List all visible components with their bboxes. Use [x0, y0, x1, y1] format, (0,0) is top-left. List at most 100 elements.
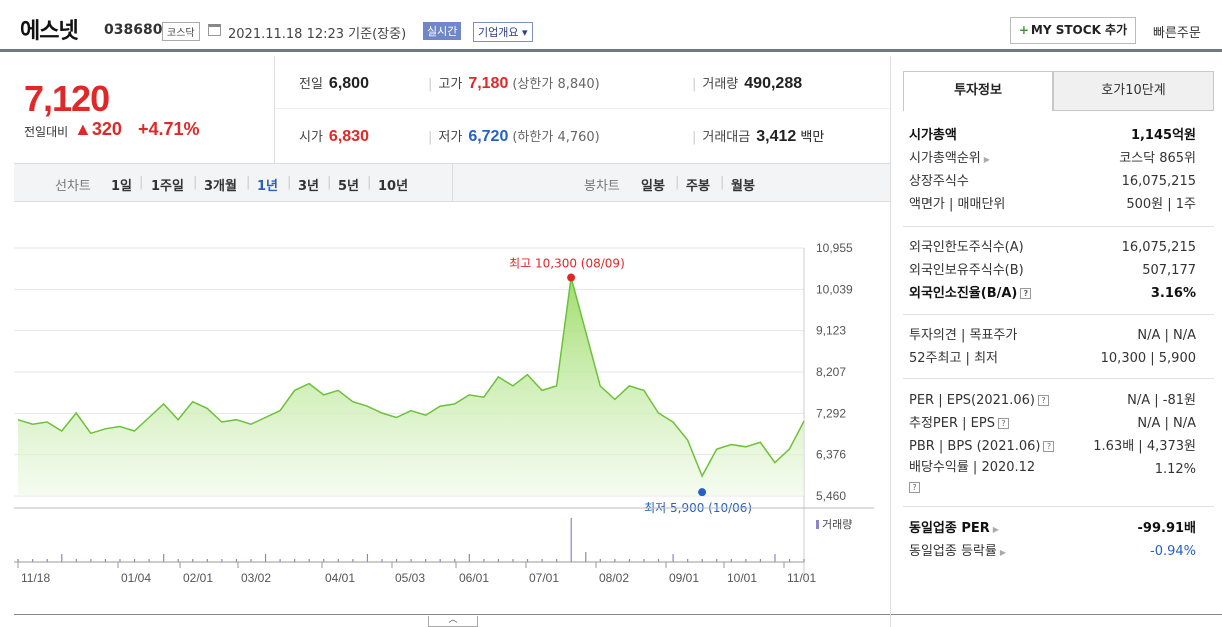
valuation-row: PBR | BPS (2021.06)? 1.63배 | 4,373원	[909, 435, 1196, 458]
y-tick-label: 6,376	[816, 448, 846, 462]
invest-value: 1,145억원	[1130, 128, 1196, 143]
volume-bar	[90, 559, 92, 562]
invest-row: 시가총액순위 ▶ 코스닥 865위	[909, 147, 1196, 170]
foreign-value: 3.16%	[1150, 286, 1196, 301]
y-tick-label: 10,039	[816, 282, 853, 296]
invest-label: 시가총액순위 ▶	[909, 151, 990, 166]
volume-bar	[483, 559, 485, 562]
company-overview-dropdown[interactable]: 기업개요 ▾	[473, 22, 533, 42]
period-3m[interactable]: 3개월	[204, 179, 237, 194]
volume-bar	[323, 559, 325, 562]
volume-bar	[672, 554, 674, 562]
candle-weekly[interactable]: 주봉	[686, 179, 710, 194]
volume-bar	[745, 559, 747, 562]
volume-bar	[192, 559, 194, 562]
help-icon[interactable]: ?	[909, 482, 920, 493]
volume-bar	[643, 559, 645, 562]
price-chart[interactable]: 10,955 10,039 9,123 8,207 7,292 6,376 5,460 최고 …	[14, 236, 874, 596]
chevron-up-icon: ︿	[448, 615, 458, 625]
high-label: 최고 10,300 (08/09)	[509, 257, 625, 271]
volume-bar	[352, 559, 354, 562]
volume-bar	[250, 559, 252, 562]
volume-bar	[177, 559, 179, 562]
tab-invest-info[interactable]: 투자정보	[903, 71, 1053, 111]
volume-bar	[294, 559, 296, 562]
industry-label: 동일업종 PER ▶	[909, 521, 999, 536]
prev-close: 전일 6,800	[299, 75, 369, 92]
price-summary: 7,120 전일대비 ▲320 +4.71% 전일 6,800 | 고가 7,180(…	[14, 56, 890, 164]
help-icon[interactable]: ?	[1037, 395, 1049, 406]
period-5y[interactable]: 5년	[338, 179, 360, 194]
volume-bar	[541, 559, 543, 562]
candle-daily[interactable]: 일봉	[641, 179, 665, 194]
volume-bar	[366, 554, 369, 562]
industry-group: 동일업종 PER ▶ -99.91배 동일업종 등락률 ▶ -0.94%	[909, 517, 1196, 563]
volume-bar	[308, 559, 310, 562]
invest-row: 액면가 | 매매단위 500원 | 1주	[909, 193, 1196, 216]
foreign-row: 외국인소진율(B/A)? 3.16%	[909, 282, 1196, 305]
market-badge: 코스닥	[162, 22, 200, 41]
volume-bar	[497, 559, 500, 562]
volume-bar	[32, 559, 34, 562]
volume-bar	[788, 559, 791, 562]
volume-bar	[163, 554, 165, 562]
volume-bar	[585, 552, 587, 562]
volume-bar	[803, 559, 805, 562]
y-tick-label: 7,292	[816, 406, 846, 420]
foreign-value: 507,177	[1142, 263, 1196, 278]
volume-bar	[468, 554, 470, 562]
volume-bar	[759, 559, 762, 562]
period-1w[interactable]: 1주일	[151, 179, 184, 194]
volume-bar	[614, 559, 616, 562]
x-tick-label: 01/04	[121, 571, 151, 585]
volume-bar	[235, 559, 238, 562]
volume-bar	[454, 559, 456, 562]
invest-value: 500원 | 1주	[1126, 197, 1196, 212]
candle-monthly[interactable]: 월봉	[731, 179, 755, 194]
help-icon[interactable]: ?	[1043, 441, 1055, 452]
price-change: ▲320	[74, 119, 122, 139]
tab-order-book[interactable]: 호가10단계	[1053, 71, 1214, 111]
invest-label: 상장주식수	[909, 174, 969, 189]
add-my-stock-button[interactable]: + MY STOCK 추가	[1010, 17, 1136, 44]
valuation-label: 추정PER | EPS?	[909, 412, 1009, 435]
foreign-label: 외국인한도주식수(A)	[909, 240, 1024, 255]
collapse-toggle[interactable]: ︿	[428, 616, 478, 627]
quote-time: 2021.11.18 12:23 기준(장중)	[228, 27, 407, 42]
realtime-button[interactable]: 실시간	[423, 22, 462, 40]
x-tick-label: 11/18	[21, 571, 50, 585]
volume-bar	[657, 559, 660, 562]
volume-bar	[774, 554, 776, 562]
opinion-value: 10,300 | 5,900	[1100, 351, 1196, 366]
stock-header: 에스넷 038680 코스닥 2021.11.18 12:23 기준(장중) 실…	[0, 0, 1222, 52]
x-tick-label: 05/03	[395, 571, 425, 585]
valuation-row: 배당수익률 | 2020.12? 1.12%	[909, 458, 1196, 493]
x-tick-label: 07/01	[529, 571, 559, 585]
period-3y[interactable]: 3년	[298, 179, 320, 194]
invest-row: 상장주식수 16,075,215	[909, 170, 1196, 193]
volume-bar	[148, 559, 150, 562]
industry-value: -0.94%	[1150, 544, 1196, 559]
period-1y[interactable]: 1년	[257, 179, 279, 194]
open-price: 시가 6,830	[299, 128, 369, 145]
industry-row: 동일업종 등락률 ▶ -0.94%	[909, 540, 1196, 563]
help-icon[interactable]: ?	[1020, 288, 1032, 299]
line-chart-label: 선차트	[55, 179, 91, 194]
period-10y[interactable]: 10년	[378, 179, 409, 194]
period-1d[interactable]: 1일	[111, 179, 133, 194]
arrow-right-icon[interactable]: ▶	[983, 155, 990, 164]
volume-bar	[556, 559, 558, 562]
candle-chart-label: 봉차트	[584, 179, 620, 194]
volume-bar	[716, 559, 718, 562]
valuation-group: PER | EPS(2021.06)? N/A | -81원 추정PER | EPS…	[909, 389, 1196, 493]
invest-group: 시가총액 1,145억원 시가총액순위 ▶ 코스닥 865위 상장주식수 16,075,21…	[909, 124, 1196, 216]
quick-order-link[interactable]: 빠른주문	[1153, 26, 1201, 41]
foreign-row: 외국인한도주식수(A) 16,075,215	[909, 236, 1196, 259]
chevron-down-icon: ▾	[521, 26, 528, 39]
help-icon[interactable]: ?	[997, 418, 1009, 429]
volume-bar	[570, 518, 572, 562]
arrow-right-icon[interactable]: ▶	[999, 548, 1007, 557]
valuation-value: 1.63배 | 4,373원	[1093, 439, 1196, 454]
volume-bar	[425, 559, 427, 562]
arrow-right-icon[interactable]: ▶	[992, 525, 999, 534]
